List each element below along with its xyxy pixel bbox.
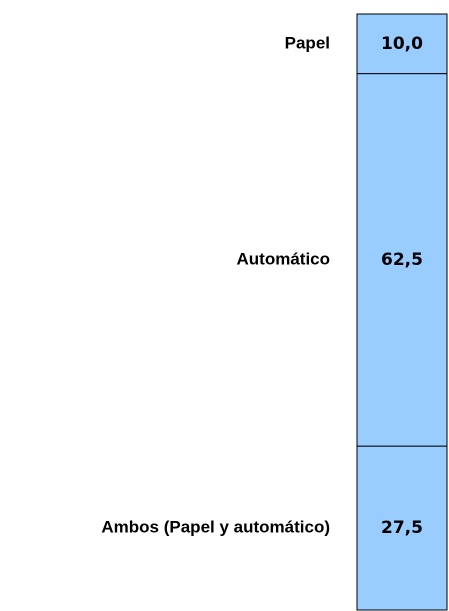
value-label: 10,0 [381, 34, 423, 54]
bar-segment [356, 73, 448, 447]
value-label: 62,5 [381, 250, 423, 270]
category-label: Ambos (Papel y automático) [101, 518, 330, 537]
category-label: Papel [285, 33, 330, 52]
bar-segment [356, 13, 448, 75]
bar-segment [356, 445, 448, 611]
category-label: Automático [237, 249, 331, 268]
value-label: 27,5 [381, 518, 423, 538]
